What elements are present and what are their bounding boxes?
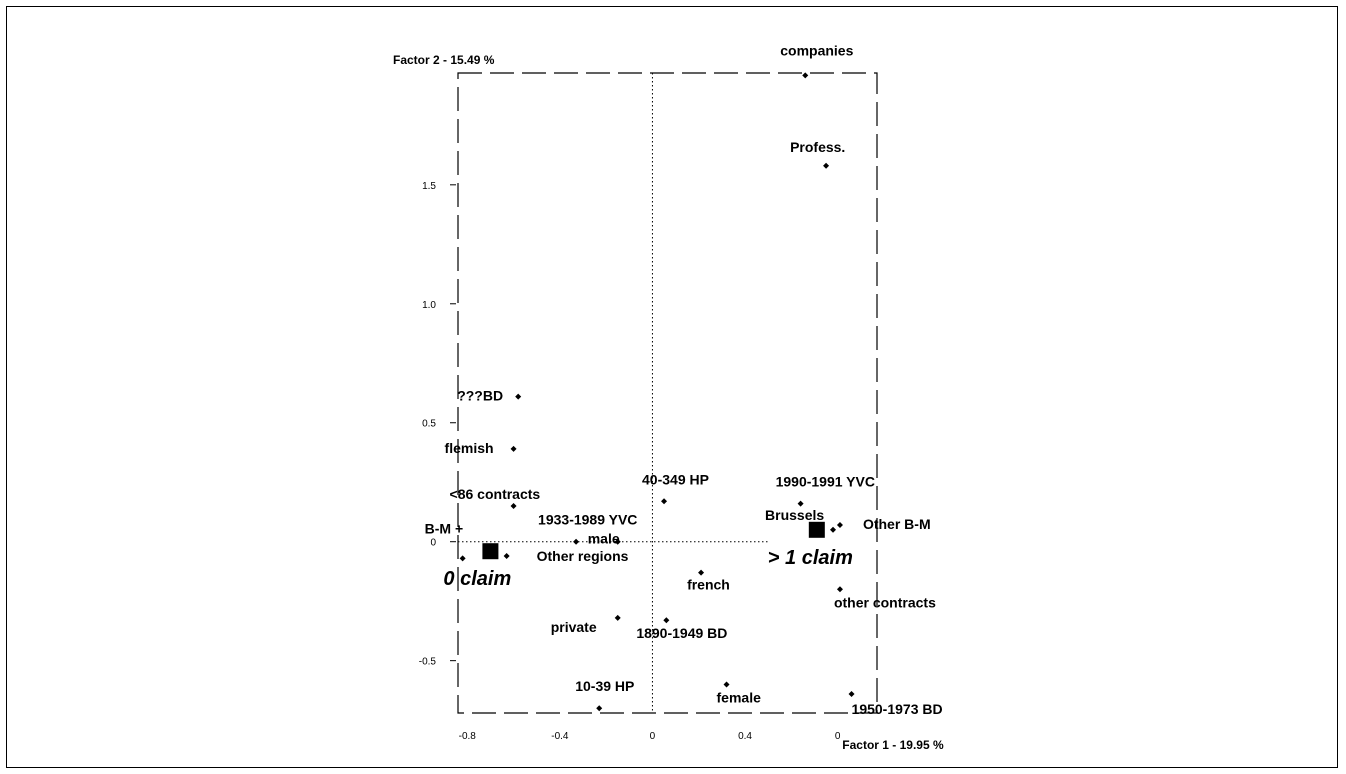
point-marker [802, 72, 809, 79]
class-label: > 1 claim [768, 547, 853, 569]
x-tick-label: -0.4 [551, 731, 569, 742]
point-marker [573, 538, 580, 545]
point-marker [614, 538, 621, 545]
point-marker [510, 445, 517, 452]
point-marker [515, 393, 522, 400]
point-label: ???BD [457, 388, 503, 404]
point-label: Profess. [790, 139, 845, 155]
point-marker [836, 586, 843, 593]
point-label: 40-349 HP [642, 471, 709, 487]
point-marker [823, 162, 830, 169]
axes: 1.5 1.0 0.5 0 -0.5 -0.8 -0.4 0 0.4 0 [419, 72, 878, 742]
point-marker [459, 555, 466, 562]
point-label: Brussels [765, 507, 824, 523]
point-marker [510, 503, 517, 510]
point-label: B-M + [425, 520, 464, 536]
point-marker [723, 681, 730, 688]
point-label: Other B-M [863, 516, 931, 532]
point-marker [614, 614, 621, 621]
point-marker [503, 552, 510, 559]
y-tick-label: 0 [430, 538, 436, 549]
point-label: 1890-1949 BD [636, 625, 727, 641]
point-label: female [717, 689, 762, 705]
point-marker [698, 569, 705, 576]
plot-border [457, 72, 878, 714]
class-marker [482, 543, 499, 560]
point-label: flemish [445, 440, 494, 456]
point-label: <86 contracts [450, 486, 541, 502]
point-label: french [687, 577, 730, 593]
x-axis-label: Factor 1 - 19.95 % [842, 738, 944, 752]
chart-frame [6, 6, 1338, 768]
point-marker [848, 690, 855, 697]
point-label: 1990-1991 YVC [776, 474, 875, 490]
x-tick-label: 0.4 [738, 731, 752, 742]
point-label: 1950-1973 BD [852, 701, 943, 717]
x-tick-label: 0 [835, 731, 841, 742]
point-marker [661, 498, 668, 505]
point-label: companies [780, 42, 853, 58]
y-axis-label: Factor 2 - 15.49 % [393, 53, 495, 67]
point-label: other contracts [834, 594, 936, 610]
x-tick-label: -0.8 [459, 731, 477, 742]
point-marker [596, 705, 603, 712]
x-tick-label: 0 [650, 731, 656, 742]
point-label: male [588, 531, 620, 547]
y-tick-label: 1.5 [422, 181, 436, 192]
point-marker [830, 526, 837, 533]
point-label: Other regions [537, 548, 629, 564]
class-marker [808, 521, 825, 538]
y-tick-label: -0.5 [419, 657, 437, 668]
class-label: 0 claim [443, 568, 511, 590]
point-marker [797, 500, 804, 507]
point-label: private [551, 619, 597, 635]
y-tick-label: 1.0 [422, 300, 436, 311]
point-label: 10-39 HP [575, 678, 634, 694]
marks: companies Profess. ???BD flemish <86 contrac… [425, 42, 943, 717]
point-marker [663, 617, 670, 624]
point-marker [836, 522, 843, 529]
y-tick-label: 0.5 [422, 419, 436, 430]
point-label: 1933-1989 YVC [538, 512, 637, 528]
